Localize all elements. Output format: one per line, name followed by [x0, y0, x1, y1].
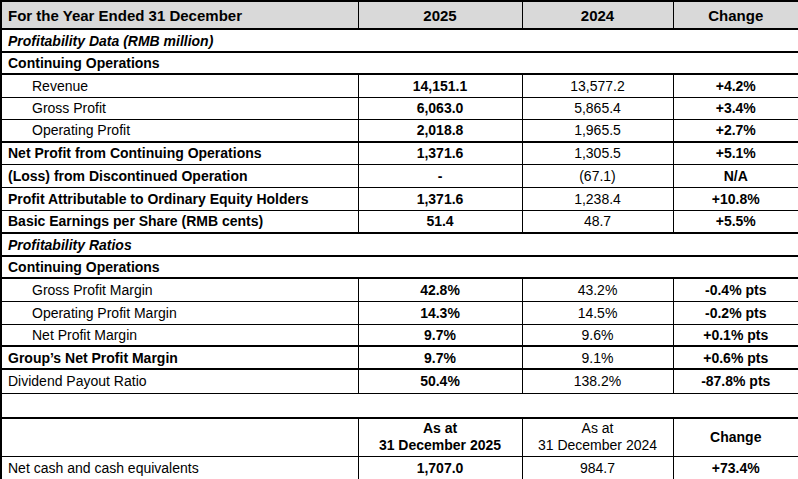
row-label: Gross Profit [1, 97, 358, 119]
row-basic-eps: Basic Earnings per Share (RMB cents) 51.… [1, 210, 798, 233]
row-label: Profit Attributable to Ordinary Equity H… [1, 187, 358, 210]
value-change: N/A [673, 164, 798, 187]
balance-header-2025-cell: As at 31 December 2025 [358, 418, 522, 456]
value-change: +3.4% [673, 97, 798, 119]
row-label: Net Profit from Continuing Operations [1, 142, 358, 164]
value-change: +4.2% [673, 74, 798, 97]
date-line: 31 December 2025 [365, 437, 516, 454]
row-operating-profit-margin: Operating Profit Margin 14.3% 14.5% -0.2… [1, 301, 798, 324]
section-continuing-operations-2: Continuing Operations [1, 256, 798, 278]
value-2024: 5,865.4 [522, 97, 673, 119]
value-2025: 1,371.6 [358, 187, 522, 210]
value-change: +73.4% [673, 456, 798, 479]
row-label: Dividend Payout Ratio [1, 369, 358, 393]
header-2025-cell: 2025 [358, 1, 522, 29]
row-label: Net cash and cash equivalents [1, 456, 358, 479]
as-at-line: As at [365, 420, 516, 437]
value-change: +0.6% pts [673, 346, 798, 369]
value-2024: 9.1% [522, 346, 673, 369]
row-label: Operating Profit [1, 119, 358, 142]
value-2025: 9.7% [358, 346, 522, 369]
row-operating-profit: Operating Profit 2,018.8 1,965.5 +2.7% [1, 119, 798, 142]
value-2024: 48.7 [522, 210, 673, 233]
row-profit-attributable: Profit Attributable to Ordinary Equity H… [1, 187, 798, 210]
row-gross-profit-margin: Gross Profit Margin 42.8% 43.2% -0.4% pt… [1, 278, 798, 301]
value-2025: 14.3% [358, 301, 522, 324]
value-2025: 42.8% [358, 278, 522, 301]
value-2024: 9.6% [522, 324, 673, 346]
value-2025: 51.4 [358, 210, 522, 233]
row-label: Group’s Net Profit Margin [1, 346, 358, 369]
financial-highlights-sheet: For the Year Ended 31 December 2025 2024… [0, 0, 798, 479]
as-at-line: As at [529, 420, 667, 437]
value-change: +10.8% [673, 187, 798, 210]
balance-header-empty-cell [1, 418, 358, 456]
row-dividend-payout-ratio: Dividend Payout Ratio 50.4% 138.2% -87.8… [1, 369, 798, 393]
row-label: Basic Earnings per Share (RMB cents) [1, 210, 358, 233]
balance-header-row: As at 31 December 2025 As at 31 December… [1, 418, 798, 456]
value-2025: 14,151.1 [358, 74, 522, 97]
value-2024: 1,965.5 [522, 119, 673, 142]
value-2025: 6,063.0 [358, 97, 522, 119]
value-2025: 9.7% [358, 324, 522, 346]
section-title: Continuing Operations [1, 256, 798, 278]
value-change: -0.4% pts [673, 278, 798, 301]
table-header-row: For the Year Ended 31 December 2025 2024… [1, 1, 798, 29]
section-title: Profitability Data (RMB million) [1, 29, 798, 52]
value-2024: 14.5% [522, 301, 673, 324]
row-label: Gross Profit Margin [1, 278, 358, 301]
value-2024: 138.2% [522, 369, 673, 393]
value-2025: 2,018.8 [358, 119, 522, 142]
row-net-cash: Net cash and cash equivalents 1,707.0 98… [1, 456, 798, 479]
header-change-cell: Change [673, 1, 798, 29]
section-profitability-data: Profitability Data (RMB million) [1, 29, 798, 52]
value-2025: 50.4% [358, 369, 522, 393]
value-2024: 984.7 [522, 456, 673, 479]
value-2024: 1,305.5 [522, 142, 673, 164]
value-2025: 1,371.6 [358, 142, 522, 164]
value-change: -87.8% pts [673, 369, 798, 393]
row-label: Revenue [1, 74, 358, 97]
header-2024-cell: 2024 [522, 1, 673, 29]
row-net-profit-margin: Net Profit Margin 9.7% 9.6% +0.1% pts [1, 324, 798, 346]
row-gross-profit: Gross Profit 6,063.0 5,865.4 +3.4% [1, 97, 798, 119]
value-change: +0.1% pts [673, 324, 798, 346]
section-title: Profitability Ratios [1, 233, 798, 256]
section-profitability-ratios: Profitability Ratios [1, 233, 798, 256]
row-revenue: Revenue 14,151.1 13,577.2 +4.2% [1, 74, 798, 97]
row-net-profit-continuing: Net Profit from Continuing Operations 1,… [1, 142, 798, 164]
value-2024: 13,577.2 [522, 74, 673, 97]
balance-header-change-cell: Change [673, 418, 798, 456]
value-change: +5.1% [673, 142, 798, 164]
value-2024: 43.2% [522, 278, 673, 301]
value-2025: - [358, 164, 522, 187]
balance-header-2024-cell: As at 31 December 2024 [522, 418, 673, 456]
value-2024: 1,238.4 [522, 187, 673, 210]
value-2025: 1,707.0 [358, 456, 522, 479]
row-label: Net Profit Margin [1, 324, 358, 346]
value-change: +5.5% [673, 210, 798, 233]
section-title: Continuing Operations [1, 52, 798, 74]
spacer-cell [1, 393, 798, 418]
row-label: Operating Profit Margin [1, 301, 358, 324]
spacer-row [1, 393, 798, 418]
financial-highlights-table: For the Year Ended 31 December 2025 2024… [0, 0, 798, 479]
value-change: +2.7% [673, 119, 798, 142]
row-label: (Loss) from Discontinued Operation [1, 164, 358, 187]
date-line: 31 December 2024 [529, 437, 667, 454]
section-continuing-operations: Continuing Operations [1, 52, 798, 74]
value-change: -0.2% pts [673, 301, 798, 324]
row-loss-discontinued: (Loss) from Discontinued Operation - (67… [1, 164, 798, 187]
row-group-net-profit-margin: Group’s Net Profit Margin 9.7% 9.1% +0.6… [1, 346, 798, 369]
header-label-cell: For the Year Ended 31 December [1, 1, 358, 29]
value-2024: (67.1) [522, 164, 673, 187]
